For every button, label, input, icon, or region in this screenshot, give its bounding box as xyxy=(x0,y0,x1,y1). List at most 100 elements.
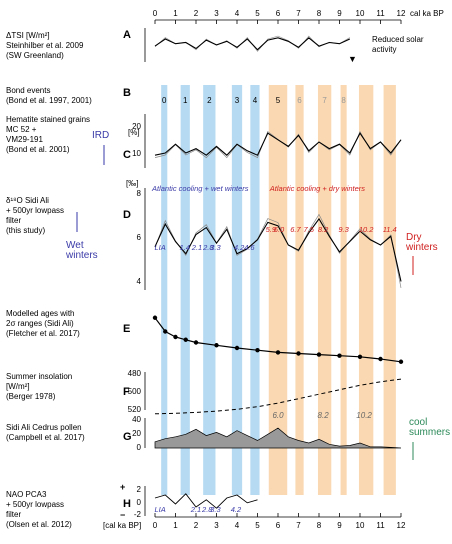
panel-d-label: (this study) xyxy=(6,226,45,235)
panel-f-label: Summer insolation xyxy=(6,372,72,381)
panel-e-label: Modelled ages with xyxy=(6,309,74,318)
dry-event-label: 7.5 xyxy=(304,225,315,234)
bottom-tick-label: 10 xyxy=(356,521,365,530)
panel-g-label: (Campbell et al. 2017) xyxy=(6,433,85,442)
bond-event-number: 3 xyxy=(235,96,240,105)
insolation-tick: 500 xyxy=(128,387,142,396)
panel-d-label: + 500yr lowpass xyxy=(6,206,64,215)
top-tick-label: 12 xyxy=(397,9,406,18)
age-point xyxy=(316,352,322,357)
wet-event-label: 4.6 xyxy=(244,243,255,252)
dry-event-label: 6.7 xyxy=(290,225,301,234)
insolation-tick: 520 xyxy=(128,405,142,414)
top-tick-label: 9 xyxy=(337,9,342,18)
panel-a-label: ΔTSI [W/m²] xyxy=(6,31,50,40)
panel-f-label: [W/m²] xyxy=(6,382,30,391)
reduced-solar-annotation: Reduced solar xyxy=(372,35,424,44)
top-tick-label: 10 xyxy=(356,9,365,18)
d18o-unit: [‰] xyxy=(126,179,138,188)
age-point xyxy=(152,315,158,320)
pollen-event-label: 8.2 xyxy=(318,411,330,420)
hematite-unit: [%] xyxy=(128,128,140,137)
atlantic-dry-note: Atlantic cooling + dry winters xyxy=(269,184,366,193)
nao-tick: -2 xyxy=(134,510,142,519)
wet-event-label: 4.2 xyxy=(234,243,245,252)
age-point xyxy=(234,345,240,351)
age-point xyxy=(255,348,260,353)
nao-event-label: 4.2 xyxy=(231,505,242,514)
panel-letter: C xyxy=(123,149,131,161)
panel-letter: G xyxy=(123,431,132,443)
bond-event-number: 5 xyxy=(276,96,281,105)
bottom-tick-label: 2 xyxy=(194,521,199,530)
panel-b-label: Bond events xyxy=(6,86,50,95)
blue-band xyxy=(161,85,168,495)
age-point xyxy=(378,356,383,362)
age-point xyxy=(183,337,188,342)
hematite-smooth-line xyxy=(154,132,402,156)
age-point xyxy=(214,343,219,348)
panel-letter: D xyxy=(123,209,131,221)
bond-event-number: 6 xyxy=(297,96,302,105)
orange-band xyxy=(317,85,332,495)
orange-band xyxy=(358,85,374,495)
dry-event-label: 8.2 xyxy=(318,225,329,234)
orange-band xyxy=(340,85,347,495)
cool-summers-label: summers xyxy=(409,427,450,438)
bond-event-number: 4 xyxy=(253,96,258,105)
dry-event-label: 6.0 xyxy=(274,225,285,234)
nao-line xyxy=(154,493,258,509)
blue-band xyxy=(203,85,216,495)
nao-event-label: 2.1 xyxy=(190,505,201,514)
top-tick-label: 3 xyxy=(214,9,219,18)
d18o-raw-line xyxy=(154,213,402,288)
top-tick-label: 8 xyxy=(317,9,322,18)
blue-band xyxy=(231,85,243,495)
wet-winters-label: winters xyxy=(65,250,98,261)
age-point xyxy=(163,329,168,334)
top-tick-label: 0 xyxy=(153,9,158,18)
reduced-solar-annotation: activity xyxy=(372,45,396,54)
d18o-tick: 8 xyxy=(137,189,142,198)
top-tick-label: 2 xyxy=(194,9,199,18)
top-tick-label: 6 xyxy=(276,9,281,18)
nao-event-label: LIA xyxy=(154,505,165,514)
bottom-tick-label: 11 xyxy=(376,521,385,530)
panel-labels: ΔTSI [W/m²]Steinhilber et al. 2009(SW Gr… xyxy=(6,29,450,529)
climate-event-bands xyxy=(161,85,396,495)
bottom-tick-label: 12 xyxy=(397,521,406,530)
nao-tick: 2 xyxy=(137,485,142,494)
tsi-smooth-line xyxy=(154,37,351,51)
top-tick-label: 7 xyxy=(296,9,301,18)
nao-minus: − xyxy=(120,510,125,520)
pollen-area xyxy=(154,427,402,449)
d18o-tick: 4 xyxy=(137,277,142,286)
dry-event-label: 11.4 xyxy=(383,225,397,234)
age-point xyxy=(296,351,301,356)
data-series xyxy=(152,35,404,509)
nao-event-label: 2.8 xyxy=(201,505,213,514)
top-axis-unit: cal ka BP xyxy=(410,9,444,18)
nao-tick: 0 xyxy=(137,498,142,507)
wet-event-label: 2.1 xyxy=(191,243,202,252)
wet-event-label: 3.3 xyxy=(210,243,221,252)
bond-event-number: 2 xyxy=(207,96,212,105)
nao-plus: + xyxy=(120,482,125,492)
pollen-event-label: 10.2 xyxy=(356,411,372,420)
dry-winters-label: winters xyxy=(405,242,438,253)
panel-letter: H xyxy=(123,498,131,510)
bottom-axis-unit: [cal ka BP] xyxy=(103,521,141,530)
panel-h-label: NAO PCA3 xyxy=(6,490,47,499)
age-point xyxy=(398,359,404,364)
bond-event-number: 8 xyxy=(341,96,346,105)
panel-letter: B xyxy=(123,87,131,99)
panel-d-label: δ¹⁸O Sidi Ali xyxy=(6,196,49,205)
panel-g-label: Sidi Ali Cedrus pollen xyxy=(6,423,82,432)
age-point xyxy=(337,353,342,358)
top-tick-label: 4 xyxy=(235,9,240,18)
panel-b-label: (Bond et al. 1997, 2001) xyxy=(6,96,92,105)
panel-e-label: 2σ ranges (Sidi Ali) xyxy=(6,319,74,328)
atlantic-wet-note: Atlantic cooling + wet winters xyxy=(151,184,249,193)
